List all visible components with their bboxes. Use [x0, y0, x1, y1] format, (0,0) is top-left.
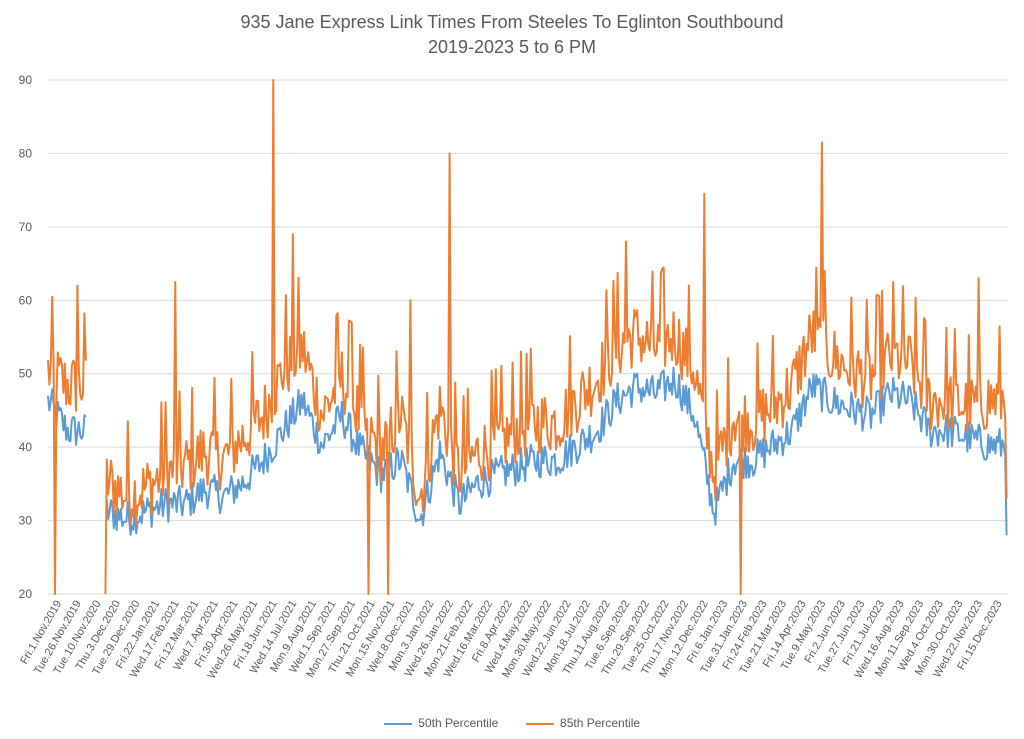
legend-label-85th: 85th Percentile	[560, 716, 641, 730]
y-axis-ticks: 20 30 40 50 60 70 80 90	[19, 73, 33, 601]
legend-item-85th: 85th Percentile	[525, 716, 641, 730]
y-tick-label: 30	[19, 514, 33, 528]
y-tick-label: 90	[19, 73, 33, 87]
series-line-85th-percentile	[47, 79, 1008, 595]
y-tick-label: 60	[19, 293, 33, 307]
series-lines	[47, 79, 1008, 595]
y-tick-label: 40	[19, 440, 33, 454]
chart-subtitle: 2019-2023 5 to 6 PM	[427, 37, 597, 57]
legend-item-50th: 50th Percentile	[383, 716, 499, 730]
y-tick-label: 50	[19, 367, 33, 381]
x-axis-ticks: Fri.1.Nov.2019Tue.26.Nov.2019Tue.10.Nov.…	[18, 599, 1004, 681]
chart-title: 935 Jane Express Link Times From Steeles…	[240, 12, 784, 32]
y-tick-label: 70	[19, 220, 33, 234]
legend-swatch-85th	[525, 722, 554, 725]
legend-swatch-50th	[383, 722, 412, 725]
legend: 50th Percentile 85th Percentile	[0, 716, 1024, 730]
y-tick-label: 80	[19, 146, 33, 160]
gridlines	[48, 79, 1008, 595]
y-tick-label: 20	[19, 587, 33, 601]
legend-label-50th: 50th Percentile	[418, 716, 499, 730]
